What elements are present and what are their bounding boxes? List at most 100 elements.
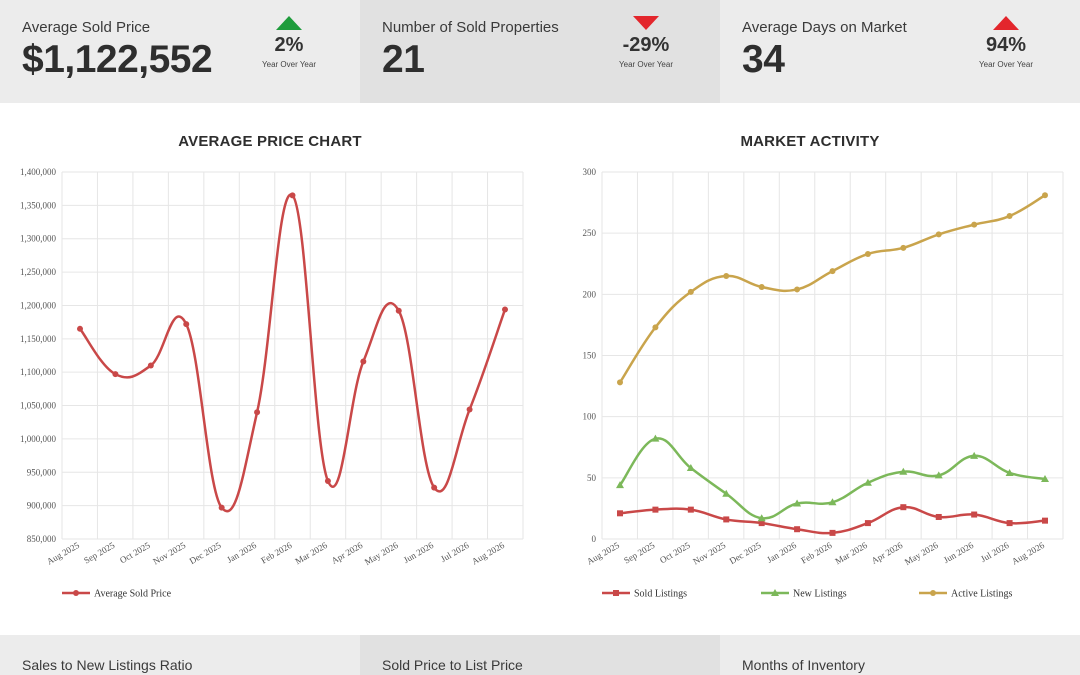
y-tick-label: 1,250,000	[20, 267, 57, 277]
series-line	[619, 505, 1046, 535]
series-new-listings	[616, 434, 1049, 522]
kpi-title: Number of Sold Properties	[382, 19, 559, 36]
x-tick-label: Nov 2025	[691, 540, 727, 567]
y-tick-label: 1,150,000	[20, 334, 57, 344]
y-tick-label: 1,400,000	[20, 167, 57, 177]
kpi-sales-to-new-listings-ratio: Sales to New Listings Ratio	[0, 635, 360, 675]
data-point	[935, 231, 942, 238]
legend-item: Average Sold Price	[62, 589, 172, 600]
data-point	[828, 498, 837, 506]
y-tick-label: 0	[592, 534, 597, 544]
kpi-change: -29% Year Over Year	[601, 16, 691, 69]
legend-label: Sold Listings	[634, 589, 687, 600]
kpi-change-percent: 2%	[274, 34, 304, 56]
y-tick-label: 250	[583, 228, 597, 238]
data-point	[687, 506, 694, 513]
x-tick-label: Dec 2025	[728, 540, 764, 566]
data-point	[616, 481, 624, 489]
kpi-title: Average Sold Price	[22, 19, 151, 36]
x-tick-label: Feb 2026	[799, 540, 834, 566]
x-tick-label: Oct 2025	[658, 540, 692, 566]
market-activity-chart: 0 50 100 150 200 250 300 Aug 2025 Sep 2025 Oct 20…	[583, 167, 1064, 600]
series-average-sold-price	[77, 192, 508, 513]
series-line	[618, 194, 1046, 384]
data-point	[794, 526, 801, 533]
data-point	[324, 477, 331, 484]
series-sold-listings	[617, 504, 1048, 536]
kpi-row-top: Average Sold Price $1,122,552 2% Year Ov…	[0, 0, 1080, 103]
data-point	[935, 513, 942, 520]
y-tick-label: 1,200,000	[20, 300, 57, 310]
data-point	[652, 506, 659, 513]
data-point	[900, 504, 907, 511]
x-tick-label: Jul 2026	[979, 540, 1011, 564]
legend-item: Sold Listings	[602, 589, 687, 600]
x-tick-label: Jun 2026	[942, 540, 976, 565]
kpi-title: Sales to New Listings Ratio	[22, 657, 193, 673]
data-point	[723, 516, 730, 523]
data-point	[687, 288, 694, 295]
kpi-sold-price-to-list-price: Sold Price to List Price	[360, 635, 720, 675]
data-point	[758, 520, 765, 527]
average-price-chart: 850,000 900,000 950,000 1,000,000 1,050,000 1…	[20, 167, 524, 600]
data-point	[863, 478, 872, 486]
data-point	[1006, 213, 1013, 220]
data-point	[934, 471, 943, 479]
data-point	[829, 268, 836, 275]
y-tick-label: 1,100,000	[20, 367, 57, 377]
chart-title-market-activity: MARKET ACTIVITY	[740, 133, 880, 150]
y-tick-label: 1,000,000	[20, 434, 57, 444]
data-point	[1042, 517, 1048, 524]
kpi-months-of-inventory: Months of Inventory	[720, 635, 1080, 675]
data-point	[360, 358, 367, 365]
y-tick-label: 100	[583, 412, 597, 422]
data-point	[757, 514, 766, 522]
kpi-change-caption: Year Over Year	[979, 60, 1033, 69]
legend-swatch-marker	[771, 589, 779, 596]
legend-item: Active Listings	[919, 589, 1012, 600]
data-point	[289, 192, 296, 199]
data-point	[147, 362, 154, 369]
kpi-value: 34	[742, 38, 785, 81]
x-tick-label: Jan 2026	[765, 540, 798, 565]
data-point	[899, 467, 908, 475]
data-point	[1042, 192, 1048, 199]
data-point	[971, 221, 978, 228]
kpi-change-percent: -29%	[622, 34, 670, 56]
data-point	[1006, 520, 1013, 527]
kpi-value: $1,122,552	[22, 38, 213, 81]
legend-label: Active Listings	[951, 589, 1012, 600]
data-point	[652, 324, 659, 331]
legend-swatch-marker	[73, 590, 79, 596]
data-point	[183, 321, 190, 328]
kpi-change-caption: Year Over Year	[619, 60, 673, 69]
kpi-change: 94% Year Over Year	[961, 16, 1051, 69]
kpi-title: Months of Inventory	[742, 657, 865, 673]
data-point	[970, 451, 979, 459]
data-point	[431, 484, 438, 491]
data-point	[254, 409, 261, 416]
data-point	[502, 306, 508, 313]
kpi-average-days-on-market: Average Days on Market 34 94% Year Over …	[720, 0, 1080, 103]
data-point	[112, 371, 119, 378]
kpi-change-percent: 94%	[985, 34, 1027, 56]
legend-swatch-marker	[613, 590, 619, 596]
data-point	[1041, 475, 1049, 483]
data-point	[864, 520, 871, 527]
legend-item: New Listings	[761, 589, 847, 600]
legend-label: Average Sold Price	[94, 589, 172, 600]
kpi-row-bottom: Sales to New Listings Ratio Sold Price t…	[0, 635, 1080, 675]
data-point	[793, 499, 802, 507]
kpi-change-caption: Year Over Year	[262, 60, 316, 69]
legend-swatch-marker	[930, 590, 936, 596]
chart-title-average-price: AVERAGE PRICE CHART	[178, 133, 362, 150]
kpi-average-sold-price: Average Sold Price $1,122,552 2% Year Ov…	[0, 0, 360, 103]
data-point	[971, 511, 978, 518]
data-point	[794, 286, 801, 293]
data-point	[758, 283, 765, 290]
y-tick-label: 300	[583, 167, 597, 177]
legend-label: New Listings	[793, 589, 847, 600]
series-line	[618, 437, 1046, 520]
data-point	[686, 464, 695, 472]
x-tick-label: Mar 2026	[833, 540, 869, 567]
